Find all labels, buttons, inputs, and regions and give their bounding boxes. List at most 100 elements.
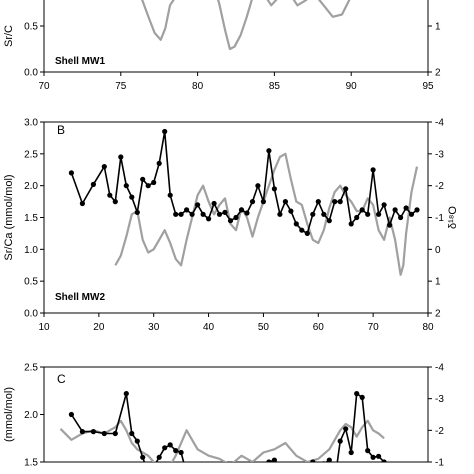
srca-data-point xyxy=(79,429,85,435)
srca-data-point xyxy=(305,469,310,474)
srca-data-point xyxy=(79,200,85,207)
srca-data-point xyxy=(123,391,129,397)
srca-data-point xyxy=(145,183,151,189)
srca-data-point xyxy=(316,463,321,468)
srca-data-point xyxy=(343,426,349,432)
srca-data-point xyxy=(151,464,156,469)
panel-label: C xyxy=(57,372,66,386)
y-tick-label: 0.5 xyxy=(24,22,38,33)
y2-tick-label: 2 xyxy=(435,309,441,320)
srca-data-point xyxy=(294,464,299,469)
d18o-series-line xyxy=(59,419,385,462)
x-tick-label: 75 xyxy=(115,81,127,92)
y2-tick-label: -3 xyxy=(435,149,444,160)
srca-data-point xyxy=(392,207,398,213)
y2-tick-label: 2 xyxy=(435,68,441,79)
srca-data-point xyxy=(151,179,157,186)
srca-data-point xyxy=(162,445,168,451)
srca-data-point xyxy=(222,209,228,215)
srca-data-point xyxy=(112,430,118,437)
y-tick-label: 2.5 xyxy=(24,363,38,374)
srca-data-point xyxy=(266,459,272,462)
y-tick-label: 0.5 xyxy=(24,277,38,288)
x-tick-label: 30 xyxy=(148,322,160,333)
y-axis-label: Sr/Ca (mmol/mol) xyxy=(3,174,15,260)
srca-data-point xyxy=(414,207,420,213)
srca-data-point xyxy=(403,205,409,211)
srca-data-point xyxy=(381,459,387,462)
srca-data-point xyxy=(195,202,201,208)
plot-area xyxy=(59,391,387,474)
plot-area xyxy=(68,128,420,276)
srca-data-point xyxy=(68,411,74,418)
shell-annotation: Shell MW2 xyxy=(55,292,105,303)
srca-data-point xyxy=(134,438,140,444)
y-tick-label: 1.5 xyxy=(24,458,38,469)
srca-data-point xyxy=(261,464,266,469)
x-tick-label: 50 xyxy=(258,322,270,333)
srca-data-point xyxy=(310,459,316,462)
x-tick-label: 40 xyxy=(203,322,215,333)
x-tick-label: 80 xyxy=(192,81,204,92)
y-tick-label: 1.0 xyxy=(24,245,38,256)
y-tick-label: 3.0 xyxy=(24,118,38,129)
srca-data-point xyxy=(381,202,387,208)
srca-data-point xyxy=(343,186,349,192)
x-tick-label: 70 xyxy=(38,81,50,92)
panel-label: B xyxy=(57,123,65,137)
srca-data-point xyxy=(217,469,222,474)
srca-data-point xyxy=(271,457,277,462)
srca-data-point xyxy=(167,192,173,198)
srca-data-point xyxy=(255,183,261,189)
y-tick-label: 2.0 xyxy=(24,181,38,192)
x-tick-label: 10 xyxy=(38,322,50,333)
x-tick-label: 60 xyxy=(313,322,325,333)
panel-b: 10 20 30 40 50 60 70 800.00.51.01.52.02.53.0210… xyxy=(3,118,459,334)
y-tick-label: 2.0 xyxy=(24,410,38,421)
srca-data-point xyxy=(239,469,244,474)
srca-data-point xyxy=(167,442,173,448)
y2-tick-label: -4 xyxy=(435,118,444,129)
srca-data-point xyxy=(101,430,107,437)
srca-data-point xyxy=(162,128,168,135)
y2-tick-label: 1 xyxy=(435,277,441,288)
srca-data-point xyxy=(216,211,223,217)
srca-data-point xyxy=(178,449,184,456)
panel-c: 1.5 2.0 2.5 -1 -2 -3 -4 (mmol/mol) C xyxy=(3,363,444,474)
srca-data-point xyxy=(315,199,321,205)
srca-data-point xyxy=(140,454,146,460)
plot-area xyxy=(141,0,351,51)
x-tick-label: 90 xyxy=(346,81,358,92)
srca-data-point xyxy=(359,207,365,213)
srca-data-point xyxy=(282,199,288,205)
srca-data-point xyxy=(233,214,239,221)
srca-data-point xyxy=(283,469,288,474)
y2-tick-label: 1 xyxy=(435,22,441,33)
srca-data-point xyxy=(255,467,260,472)
srca-data-point xyxy=(337,199,343,205)
srca-data-point xyxy=(206,216,212,222)
srca-data-point xyxy=(190,467,195,472)
srca-data-point xyxy=(260,199,266,205)
y-tick-label: 0.0 xyxy=(24,309,38,320)
srca-data-point xyxy=(354,391,360,397)
srca-data-point xyxy=(118,154,124,160)
srca-data-point xyxy=(293,221,299,227)
srca-data-point xyxy=(129,194,135,200)
srca-data-point xyxy=(227,218,234,224)
y2-tick-label: -2 xyxy=(435,181,444,192)
srca-data-point xyxy=(107,192,113,198)
y-tick-label: 2.5 xyxy=(24,149,38,160)
srca-data-point xyxy=(277,211,283,217)
y2-tick-label: -4 xyxy=(435,363,444,374)
srca-data-point xyxy=(178,211,184,217)
srca-data-point xyxy=(359,394,365,400)
srca-data-point xyxy=(244,210,250,216)
x-tick-label: 80 xyxy=(422,322,434,333)
srca-data-point xyxy=(189,211,195,217)
srca-data-point xyxy=(266,148,272,154)
srca-data-point xyxy=(140,176,146,182)
srca-data-point xyxy=(370,454,376,460)
